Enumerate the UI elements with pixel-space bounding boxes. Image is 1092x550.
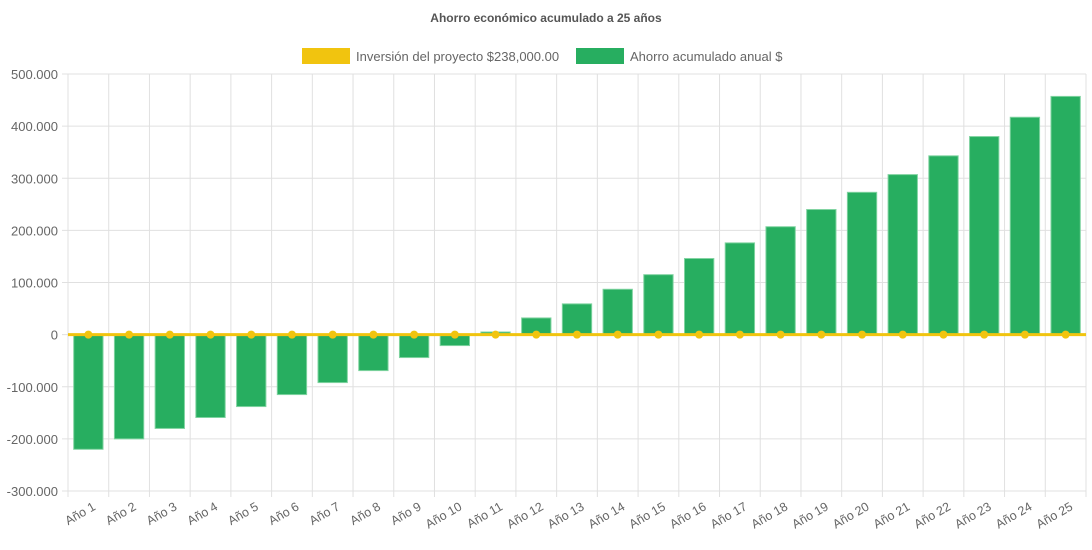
bar-año-19 xyxy=(806,209,837,336)
investment-point xyxy=(573,330,581,339)
investment-point xyxy=(776,330,785,339)
investment-point xyxy=(817,330,826,339)
investment-point xyxy=(735,330,744,339)
bars xyxy=(73,95,1081,450)
bar-año-2 xyxy=(113,334,145,440)
x-tick-label: Año 17 xyxy=(708,499,749,531)
bar-año-21 xyxy=(887,174,918,336)
y-tick-label: 400.000 xyxy=(11,119,58,134)
chart-title: Ahorro económico acumulado a 25 años xyxy=(430,11,662,25)
x-tick-label: Año 9 xyxy=(388,499,423,527)
bar-año-18 xyxy=(765,226,796,336)
x-tick-label: Año 14 xyxy=(586,499,627,531)
y-tick-label: 0 xyxy=(51,328,58,343)
legend-swatch-investment xyxy=(302,48,350,64)
legend: Inversión del proyecto $238,000.00 Ahorr… xyxy=(302,48,783,64)
x-tick-label: Año 15 xyxy=(627,499,668,531)
investment-point xyxy=(125,330,134,339)
investment-point xyxy=(980,330,989,339)
x-tick-label: Año 25 xyxy=(1034,499,1075,531)
y-tick-label: 300.000 xyxy=(11,171,58,186)
legend-label-savings: Ahorro acumulado anual $ xyxy=(630,49,783,64)
x-tick-label: Año 16 xyxy=(667,499,708,531)
x-tick-label: Año 5 xyxy=(225,499,260,527)
bar-año-15 xyxy=(643,274,674,336)
x-tick-label: Año 20 xyxy=(830,499,871,531)
x-tick-label: Año 2 xyxy=(103,499,138,527)
x-tick-label: Año 22 xyxy=(912,499,953,531)
legend-label-investment: Inversión del proyecto $238,000.00 xyxy=(356,49,559,64)
investment-point xyxy=(654,330,663,339)
x-tick-label: Año 13 xyxy=(545,499,586,531)
investment-point xyxy=(532,330,541,339)
x-tick-label: Año 6 xyxy=(266,499,301,527)
investment-point xyxy=(858,330,867,339)
investment-point xyxy=(1061,330,1070,339)
bar-año-16 xyxy=(684,258,715,336)
investment-point xyxy=(206,330,215,339)
legend-item-savings[interactable]: Ahorro acumulado anual $ xyxy=(576,48,783,64)
investment-point xyxy=(287,330,296,339)
x-tick-label: Año 10 xyxy=(423,499,464,531)
investment-point xyxy=(450,330,459,339)
y-axis: 500.000 400.000 300.000 200.000 100.000 0 -100… xyxy=(7,67,58,499)
bar-año-23 xyxy=(969,136,1000,336)
x-tick-label: Año 24 xyxy=(993,499,1034,531)
bar-año-22 xyxy=(928,155,959,336)
x-axis: Año 1 Año 2 Año 3 Año 4 Año 5 Año 6 Año 7 Año 8… xyxy=(63,499,1076,531)
x-tick-label: Año 18 xyxy=(749,499,790,531)
x-tick-label: Año 12 xyxy=(504,499,545,531)
bar-año-3 xyxy=(154,334,185,429)
bar-año-14 xyxy=(602,288,633,336)
y-tick-label: 200.000 xyxy=(11,223,58,238)
y-tick-label: -100.000 xyxy=(7,380,58,395)
x-tick-label: Año 11 xyxy=(465,499,506,530)
y-tick-label: 500.000 xyxy=(11,67,58,82)
bar-año-13 xyxy=(561,303,593,336)
bar-año-20 xyxy=(846,191,878,336)
investment-point xyxy=(1020,330,1029,339)
bar-año-8 xyxy=(358,334,389,372)
investment-point xyxy=(369,330,378,339)
investment-point xyxy=(695,330,704,339)
legend-item-investment[interactable]: Inversión del proyecto $238,000.00 xyxy=(302,48,559,64)
y-tick-label: -300.000 xyxy=(7,484,58,499)
x-tick-label: Año 19 xyxy=(790,499,831,531)
investment-point xyxy=(491,330,500,339)
x-tick-label: Año 1 xyxy=(63,499,98,527)
x-tick-label: Año 8 xyxy=(348,499,383,527)
bar-año-6 xyxy=(276,334,308,396)
investment-point xyxy=(165,330,174,339)
bar-año-7 xyxy=(317,334,348,384)
investment-line xyxy=(68,330,1086,339)
investment-point xyxy=(898,330,907,339)
investment-point xyxy=(939,330,948,339)
investment-point xyxy=(328,330,337,339)
investment-point xyxy=(410,330,419,339)
x-tick-label: Año 23 xyxy=(952,499,993,531)
bar-año-4 xyxy=(195,334,226,419)
legend-swatch-savings xyxy=(576,48,624,64)
y-tick-label: -200.000 xyxy=(7,432,58,447)
investment-point xyxy=(613,330,622,339)
x-tick-label: Año 21 xyxy=(871,499,912,531)
bar-año-17 xyxy=(724,242,756,336)
investment-point xyxy=(247,330,256,339)
x-tick-label: Año 4 xyxy=(185,499,220,527)
bar-año-24 xyxy=(1009,116,1041,336)
investment-point xyxy=(84,330,93,339)
x-tick-label: Año 3 xyxy=(144,499,179,527)
bar-año-25 xyxy=(1050,95,1081,336)
x-tick-label: Año 7 xyxy=(307,499,342,527)
y-tick-label: 100.000 xyxy=(11,276,58,291)
bar-año-1 xyxy=(73,334,104,450)
bar-año-5 xyxy=(236,334,267,408)
